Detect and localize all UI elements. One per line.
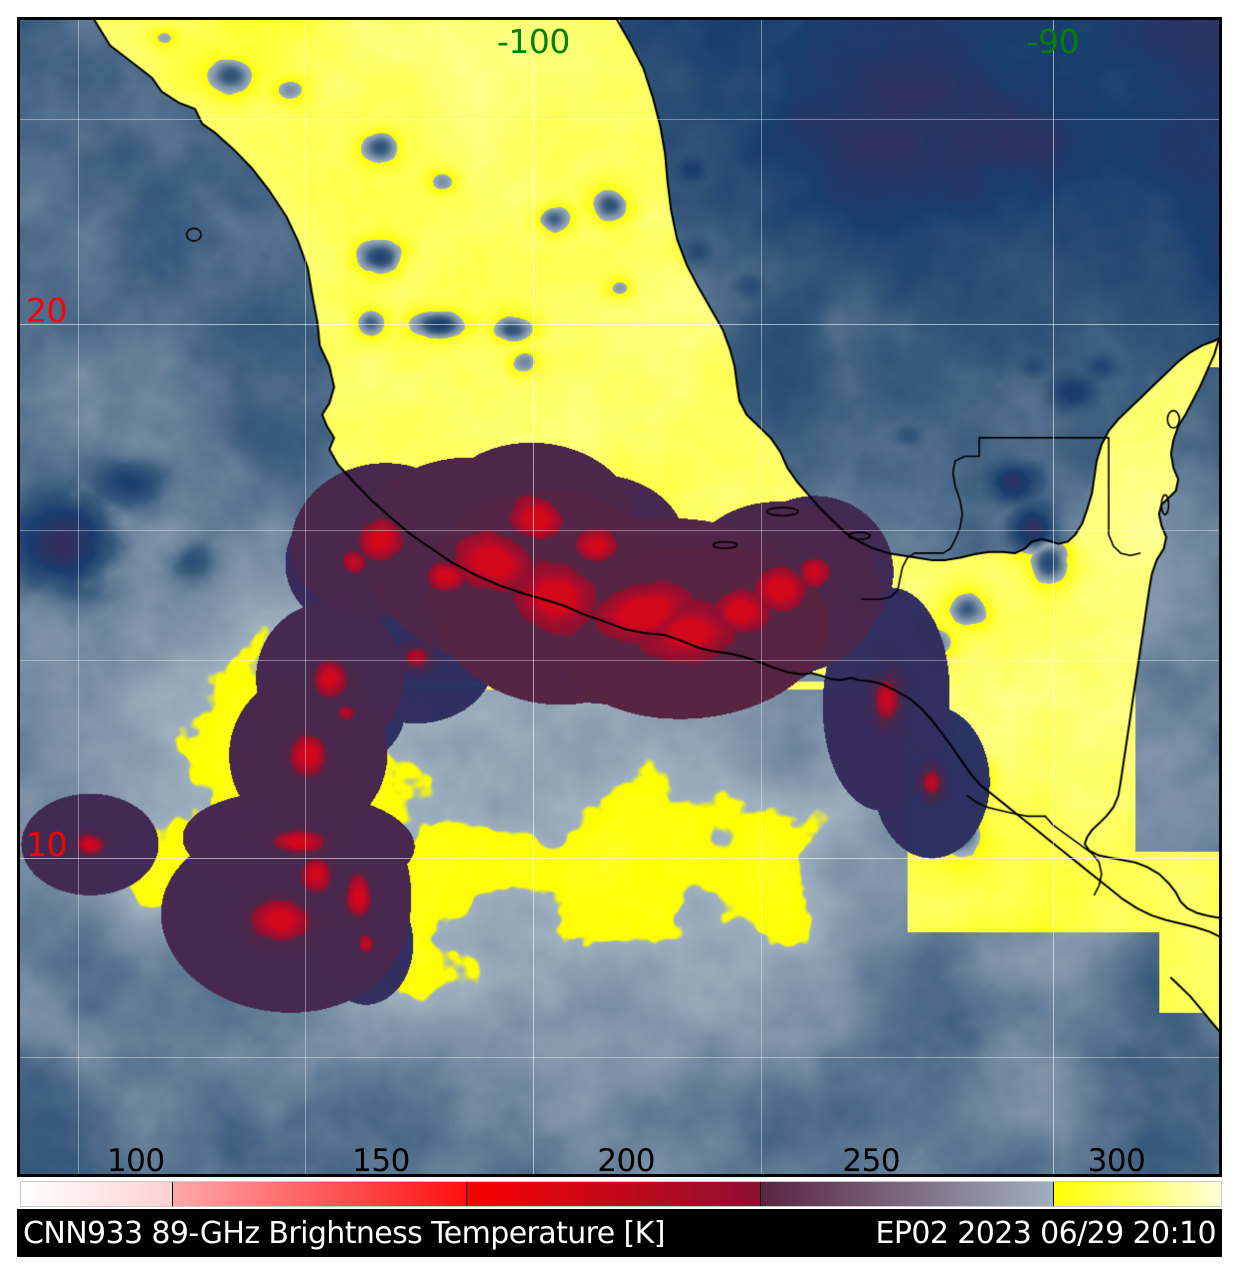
colorbar-tick-labels: 100 150 200 250 300 <box>20 1143 1222 1179</box>
colorbar-tick-150: 150 <box>352 1143 410 1179</box>
colorbar-tick-250: 250 <box>842 1143 901 1179</box>
footer-title: CNN933 89-GHz Brightness Temperature [K] <box>23 1215 665 1251</box>
latitude-label-10: 10 <box>26 824 68 864</box>
colorbar-tick-200: 200 <box>597 1143 655 1179</box>
brightness-temperature-raster <box>20 20 1219 1174</box>
colorbar-segment-2 <box>466 1182 761 1206</box>
colorbar-segment-3 <box>760 1182 1055 1206</box>
longitude-label--100: -100 <box>496 22 570 61</box>
map-panel[interactable]: -100 -90 20 10 <box>17 17 1222 1177</box>
colorbar-segment-4 <box>1054 1182 1221 1206</box>
longitude-label--90: -90 <box>1026 22 1080 61</box>
colorbar <box>20 1181 1222 1207</box>
footer-timestamp: EP02 2023 06/29 20:10 <box>875 1215 1217 1251</box>
footer-bar: CNN933 89-GHz Brightness Temperature [K]… <box>17 1209 1222 1257</box>
colorbar-tick-100: 100 <box>106 1143 165 1179</box>
colorbar-tick-300: 300 <box>1087 1143 1146 1179</box>
colorbar-segment-0 <box>21 1182 174 1206</box>
colorbar-wrap <box>20 1181 1222 1207</box>
colorbar-segment-1 <box>173 1182 467 1206</box>
latitude-label-20: 20 <box>26 291 68 331</box>
